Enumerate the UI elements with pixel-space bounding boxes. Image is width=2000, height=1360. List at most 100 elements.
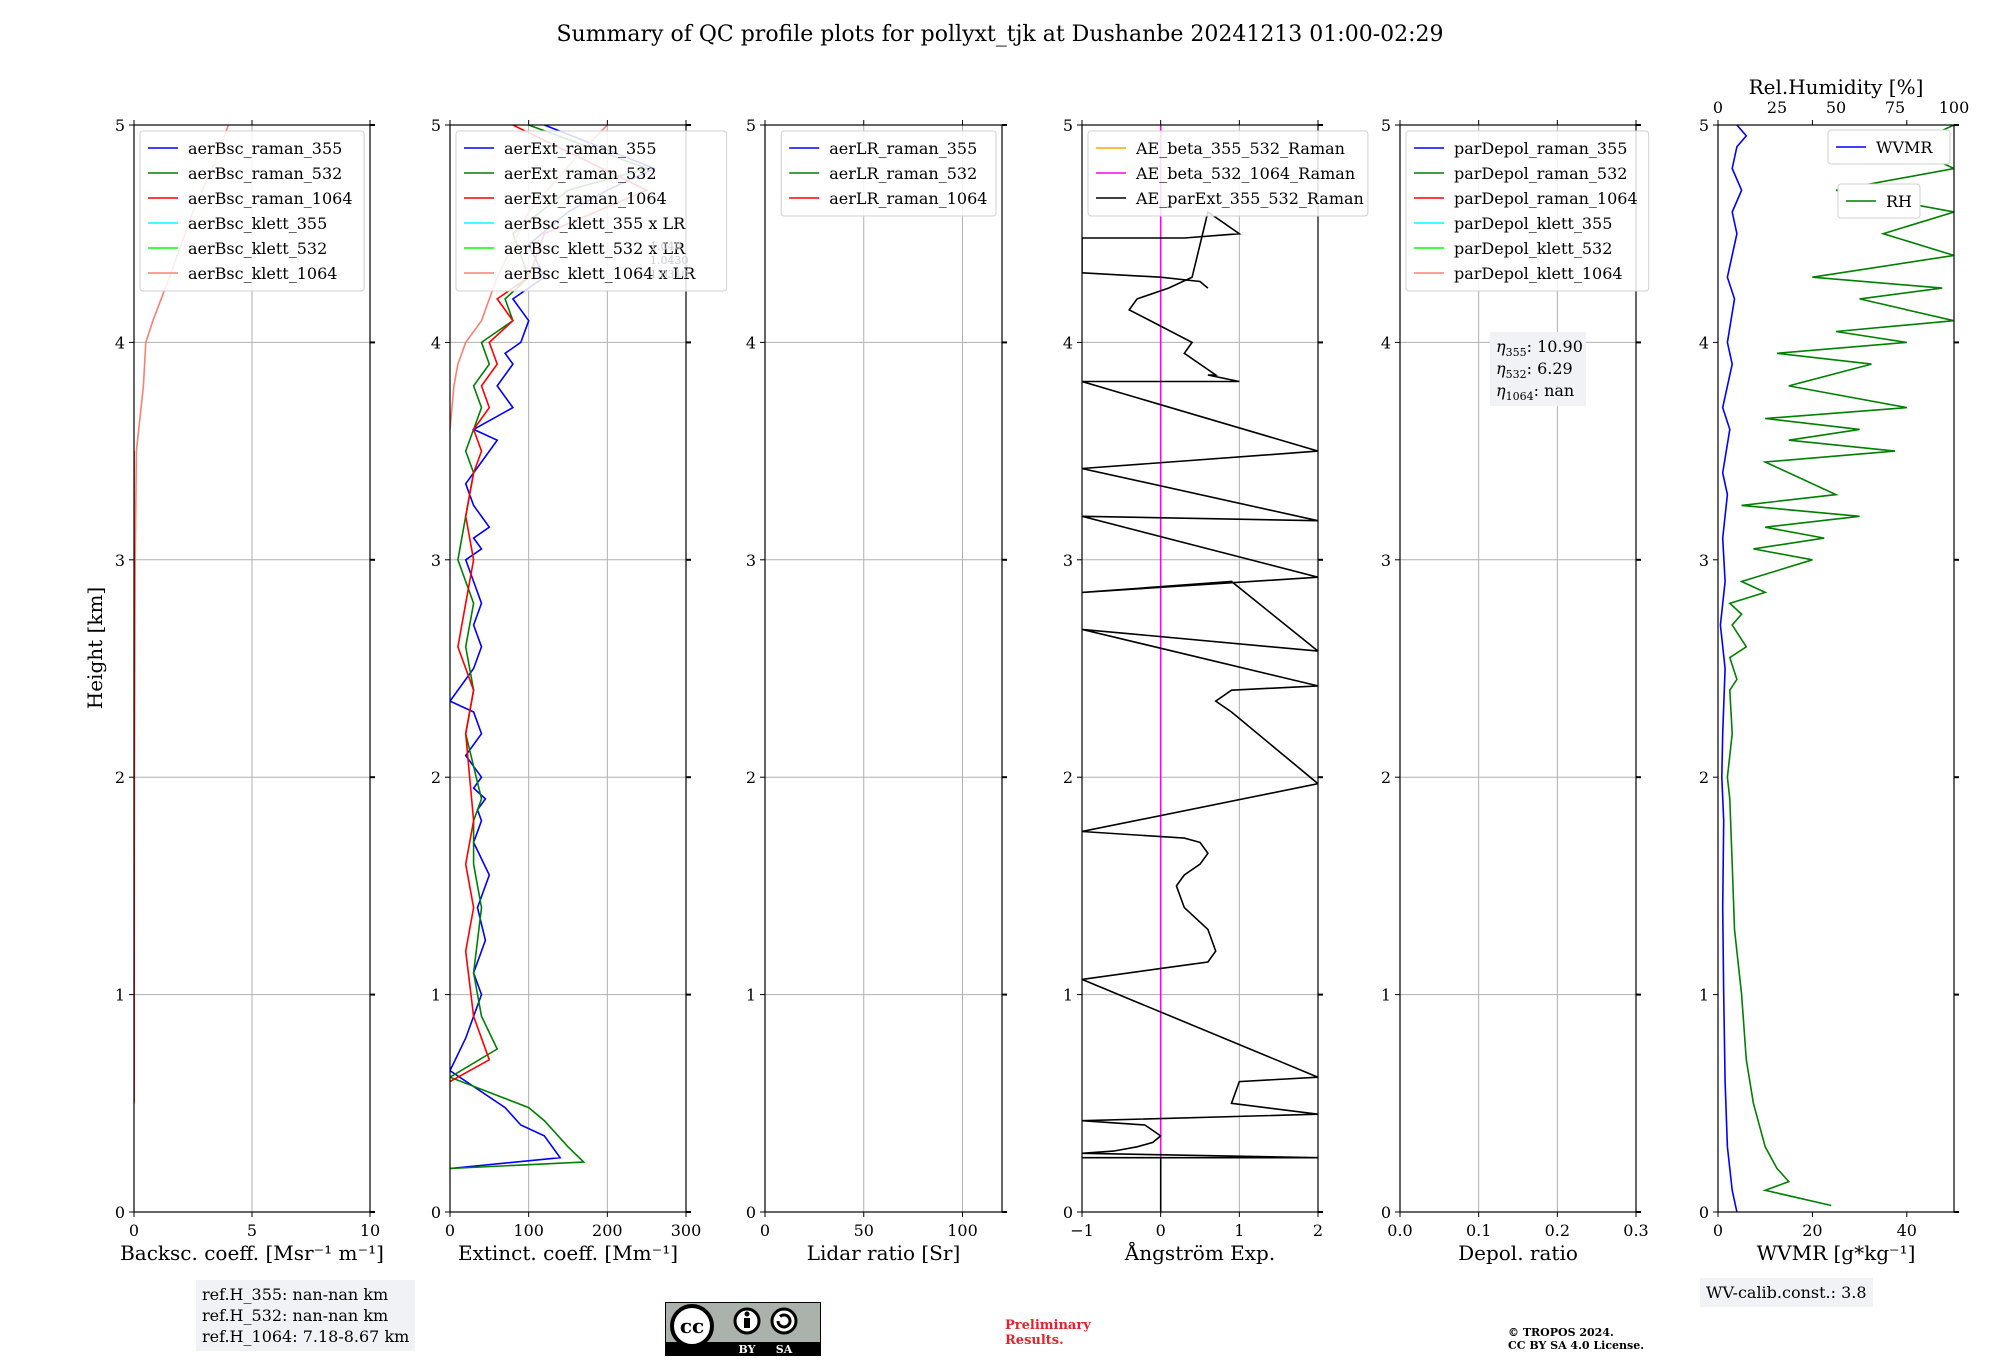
x-tick-label: 0: [760, 1221, 770, 1240]
series-line-aerExt_raman_1064: [450, 125, 649, 1083]
y-tick-label: 4: [115, 333, 125, 352]
faint-annotation: 1.0430: [650, 254, 689, 267]
top-x-tick-label: 75: [1885, 98, 1905, 117]
ref-height-532: ref.H_532: nan-nan km: [202, 1306, 389, 1325]
figure-title: Summary of QC profile plots for pollyxt_…: [556, 22, 1444, 47]
preliminary-line2: Results.: [1005, 1333, 1064, 1348]
y-tick-label: 5: [1699, 116, 1709, 135]
legend-label: WVMR: [1876, 138, 1933, 157]
x-tick-label: 10: [360, 1221, 380, 1240]
series-line-AE_parExt_355_532_Raman: [1082, 210, 1318, 1212]
x-tick-label: 0.1: [1466, 1221, 1491, 1240]
x-tick-label: 0.3: [1623, 1221, 1648, 1240]
x-tick-label: 0: [1156, 1221, 1166, 1240]
copyright-line2: CC BY SA 4.0 License.: [1508, 1339, 1645, 1352]
top-x-tick-label: 0: [1713, 98, 1723, 117]
axes-frame: [1717, 124, 1955, 1213]
legend-box: [780, 130, 997, 217]
y-tick-label: 0: [431, 1203, 441, 1222]
x-tick-label: 20: [1802, 1221, 1822, 1240]
y-tick-label: 3: [1381, 551, 1391, 570]
panel-5: 0.0 0.1 0.2 0.3 0 1 2 3 4 5 Depol. ratio parDepol_r…: [1381, 116, 1650, 1265]
y-tick-label: 0: [1699, 1203, 1709, 1222]
y-tick-label: 4: [1381, 333, 1391, 352]
x-tick-label: 50: [854, 1221, 874, 1240]
y-tick-label: 3: [115, 551, 125, 570]
top-x-tick-label: 100: [1939, 98, 1970, 117]
faint-annotation: 1.0310: [650, 268, 689, 281]
y-tick-label: 5: [746, 116, 756, 135]
legend-label: aerExt_raman_1064: [504, 189, 667, 208]
x-axis-label: Ångström Exp.: [1124, 1240, 1275, 1265]
y-tick-label: 0: [746, 1203, 756, 1222]
top-x-tick-label: 50: [1826, 98, 1846, 117]
x-tick-label: 1: [1234, 1221, 1244, 1240]
axes-frame: [449, 124, 687, 1213]
y-tick-label: 3: [1699, 551, 1709, 570]
y-tick-label: 5: [1063, 116, 1073, 135]
x-tick-label: 2: [1313, 1221, 1323, 1240]
cc-icon: [670, 1304, 714, 1348]
reference-height-box: ref.H_355: nan-nan km ref.H_532: nan-nan…: [196, 1280, 416, 1351]
y-tick-label: 2: [431, 768, 441, 787]
legend-label: aerBsc_klett_355: [188, 214, 327, 233]
y-tick-label: 4: [746, 333, 756, 352]
legend-label: aerBsc_raman_532: [188, 164, 342, 183]
cc-by-sa-badge: cc BY SA: [665, 1302, 821, 1356]
legend-box: [1827, 129, 1951, 165]
legend-box: [1087, 130, 1369, 217]
legend-label: aerExt_raman_532: [504, 164, 657, 183]
eta-annotation-line: η355: 10.90: [1496, 337, 1583, 359]
y-tick-label: 2: [746, 768, 756, 787]
y-tick-label: 0: [1381, 1203, 1391, 1222]
legend-label: aerBsc_klett_532: [188, 239, 327, 258]
sa-icon: [770, 1307, 798, 1335]
preliminary-line1: Preliminary: [1005, 1318, 1091, 1333]
y-axis-label: Height [km]: [83, 587, 107, 709]
x-axis-label: Lidar ratio [Sr]: [807, 1241, 961, 1265]
eta-annotation-box: [1490, 332, 1586, 406]
x-tick-label: −1: [1070, 1221, 1094, 1240]
legend-box: [455, 130, 728, 292]
y-tick-label: 2: [1699, 768, 1709, 787]
top-x-tick-label: 25: [1767, 98, 1787, 117]
x-tick-label: 0: [1713, 1221, 1723, 1240]
y-tick-label: 1: [746, 986, 756, 1005]
legend-label: aerLR_raman_1064: [829, 189, 987, 208]
series-line-aerExt_raman_532: [450, 125, 650, 1170]
legend-label: parDepol_raman_532: [1454, 164, 1627, 183]
x-axis-label: WVMR [g*kg⁻¹]: [1757, 1241, 1916, 1265]
y-tick-label: 1: [115, 986, 125, 1005]
y-tick-label: 5: [1381, 116, 1391, 135]
panel-2: 0 100 200 300 0 1 2 3 4 5 Extinct. coeff. [Mm⁻¹] ae…: [431, 116, 728, 1265]
legend-label: AE_beta_355_532_Raman: [1135, 139, 1345, 158]
x-tick-label: 5: [247, 1221, 257, 1240]
legend-label: parDepol_klett_1064: [1454, 264, 1623, 283]
legend-label: aerBsc_raman_355: [188, 139, 342, 158]
x-tick-label: 0.2: [1545, 1221, 1570, 1240]
x-tick-label: 200: [592, 1221, 623, 1240]
y-tick-label: 1: [1381, 986, 1391, 1005]
y-tick-label: 5: [431, 116, 441, 135]
legend-label: aerBsc_klett_532 x LR: [504, 239, 686, 258]
x-tick-label: 100: [947, 1221, 978, 1240]
eta-annotation-line: η532: 6.29: [1496, 359, 1573, 381]
legend-label: parDepol_klett_532: [1454, 239, 1612, 258]
y-tick-label: 1: [1699, 986, 1709, 1005]
y-tick-label: 3: [746, 551, 756, 570]
x-axis-label: Backsc. coeff. [Msr⁻¹ m⁻¹]: [120, 1241, 384, 1265]
legend-box: [139, 130, 365, 292]
x-tick-label: 100: [513, 1221, 544, 1240]
x-tick-label: 40: [1897, 1221, 1917, 1240]
y-tick-label: 1: [431, 986, 441, 1005]
legend-label: AE_parExt_355_532_Raman: [1135, 189, 1364, 208]
y-tick-label: 4: [1699, 333, 1709, 352]
ref-height-1064: ref.H_1064: 7.18-8.67 km: [202, 1327, 410, 1346]
legend-label: aerLR_raman_355: [829, 139, 977, 158]
legend-label: aerBsc_klett_1064 x LR: [504, 264, 696, 283]
x-axis-label: Extinct. coeff. [Mm⁻¹]: [458, 1241, 678, 1265]
y-tick-label: 2: [1381, 768, 1391, 787]
legend-label: aerExt_raman_355: [504, 139, 657, 158]
